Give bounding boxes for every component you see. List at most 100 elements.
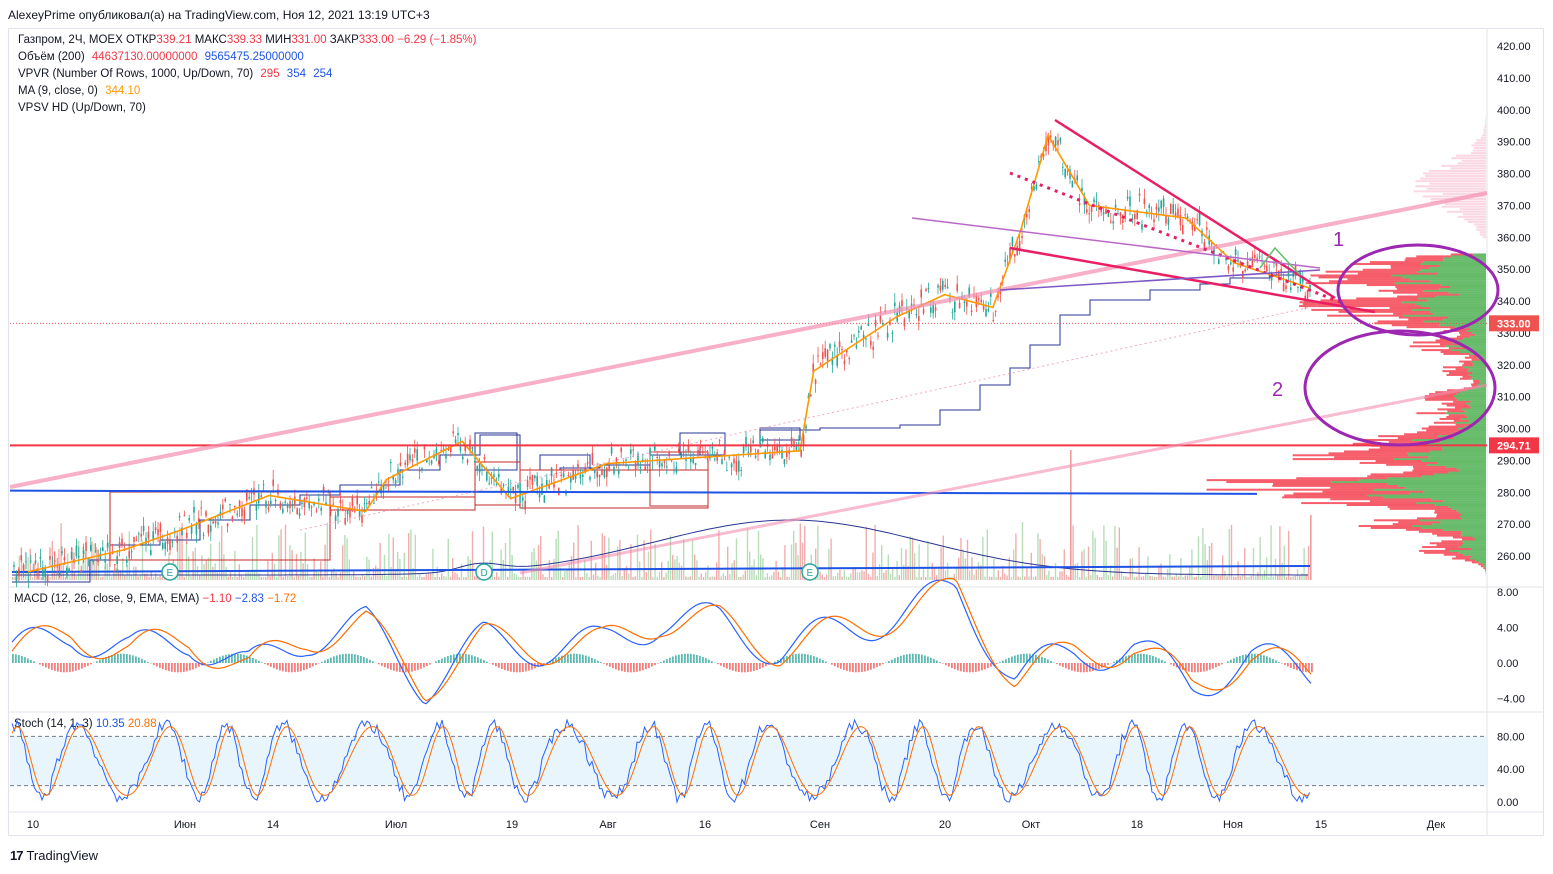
volume-bar	[960, 538, 962, 580]
volume-profile-down-row	[1354, 263, 1421, 266]
volume-legend[interactable]: Объём (200) 44637130.00000000 9565475.25…	[18, 51, 304, 63]
macd-histogram-bar	[660, 662, 662, 663]
macd-histogram-bar	[252, 657, 254, 663]
candle-body	[1172, 204, 1174, 214]
macd-histogram-bar	[294, 663, 296, 673]
volume-profile-down-row	[1370, 473, 1435, 476]
volume-bar	[284, 524, 287, 580]
candle-body	[1179, 214, 1182, 226]
volume-profile-down-row	[1443, 352, 1470, 355]
session-box	[759, 427, 801, 441]
volume-bar	[641, 576, 643, 580]
candle-body	[937, 285, 939, 288]
candle-body	[344, 518, 346, 525]
macd-histogram-bar	[177, 663, 179, 673]
volume-bar	[650, 529, 652, 580]
volume-bar	[465, 576, 467, 580]
candle-body	[1122, 219, 1124, 223]
earnings-marker-badge	[161, 563, 179, 581]
volume-profile-faded-row	[1426, 187, 1486, 190]
candle-body	[978, 298, 980, 300]
volume-profile-down-row	[1463, 362, 1473, 365]
candle-body	[930, 307, 932, 313]
volume-profile-up-row	[1478, 561, 1486, 564]
candle-body	[133, 536, 135, 542]
candle-body	[678, 448, 680, 453]
candle-body	[500, 487, 502, 494]
volume-bar	[900, 547, 903, 580]
macd-histogram-bar	[810, 655, 812, 663]
volume-bar	[643, 540, 645, 580]
macd-histogram-bar	[471, 655, 473, 663]
candle-body	[867, 322, 870, 326]
macd-histogram-bar	[1149, 655, 1151, 663]
volume-profile-faded-row	[1457, 215, 1486, 218]
volume-bar	[333, 568, 335, 580]
candle-body	[865, 338, 867, 340]
candle-body	[1290, 287, 1292, 290]
tradingview-brand[interactable]: 17 TradingView	[10, 848, 98, 863]
candle-body	[462, 456, 464, 460]
macd-histogram-bar	[666, 659, 668, 663]
triangle-pattern	[1259, 246, 1301, 276]
candle-body	[1107, 212, 1110, 217]
volume-bar	[645, 571, 647, 580]
macd-histogram-bar	[1092, 663, 1094, 672]
volume-value-1: 44637130.00000000	[91, 51, 198, 63]
open-label: ОТКР	[125, 34, 157, 46]
volume-profile-down-row	[1330, 498, 1432, 501]
volume-bar	[1171, 576, 1173, 580]
macd-tick-label: 0.00	[1497, 658, 1518, 670]
candle-body	[810, 394, 812, 397]
volume-profile-faded-row	[1471, 152, 1486, 155]
volume-profile-up-row	[1461, 530, 1486, 533]
candle-body	[318, 498, 320, 501]
volume-bar	[467, 556, 469, 580]
macd-histogram-bar	[1257, 654, 1259, 663]
macd-histogram-bar	[543, 663, 545, 665]
volume-bar	[916, 576, 918, 580]
volume-bar	[1204, 544, 1206, 580]
volume-bar	[159, 575, 161, 580]
ma-legend[interactable]: MA (9, close, 0) 344.10	[18, 85, 140, 97]
macd-histogram-bar	[597, 660, 599, 663]
volume-bar	[271, 552, 273, 580]
volume-profile-down-row	[1404, 259, 1444, 262]
macd-value-1: −1.10	[202, 593, 232, 605]
macd-histogram-bar	[273, 663, 275, 669]
candle-body	[1244, 269, 1246, 272]
main-series-legend[interactable]: Газпром, 2Ч, MOEX ОТКР339.21 МАКС339.33 …	[18, 34, 476, 46]
volume-bar	[865, 526, 867, 580]
macd-legend[interactable]: MACD (12, 26, close, 9, EMA, EMA) −1.10 …	[14, 593, 296, 605]
volume-profile-down-row	[1434, 511, 1459, 514]
macd-histogram-bar	[357, 655, 359, 663]
volume-bar	[1059, 571, 1061, 580]
macd-histogram-bar	[96, 661, 98, 663]
vpsv-legend[interactable]: VPSV HD (Up/Down, 70)	[18, 102, 146, 114]
volume-profile-down-row	[1471, 561, 1479, 564]
volume-bar	[1248, 576, 1250, 580]
volume-bar	[1208, 546, 1211, 580]
candle-body	[1009, 248, 1011, 261]
macd-histogram-bar	[933, 659, 935, 663]
candle-body	[944, 284, 946, 287]
candle-body	[531, 475, 534, 485]
candle-body	[116, 556, 118, 565]
median-channel-line	[299, 304, 1321, 531]
candle-body	[438, 460, 440, 464]
candle-body	[1114, 204, 1117, 208]
macd-histogram-bar	[1290, 663, 1292, 668]
volume-profile-up-row	[1461, 513, 1486, 516]
candle-body	[1258, 256, 1261, 258]
volume-profile-down-row	[1441, 402, 1466, 405]
volume-bar	[694, 554, 696, 580]
volume-bar	[300, 551, 302, 580]
volume-profile-down-row	[1356, 297, 1419, 300]
vpvr-legend[interactable]: VPVR (Number Of Rows, 1000, Up/Down, 70)…	[18, 68, 332, 80]
macd-histogram-bar	[126, 654, 128, 663]
volume-bar	[707, 565, 709, 580]
macd-histogram-bar	[609, 663, 611, 667]
volume-profile-down-row	[1299, 305, 1421, 308]
volume-profile-up-row	[1421, 526, 1486, 529]
